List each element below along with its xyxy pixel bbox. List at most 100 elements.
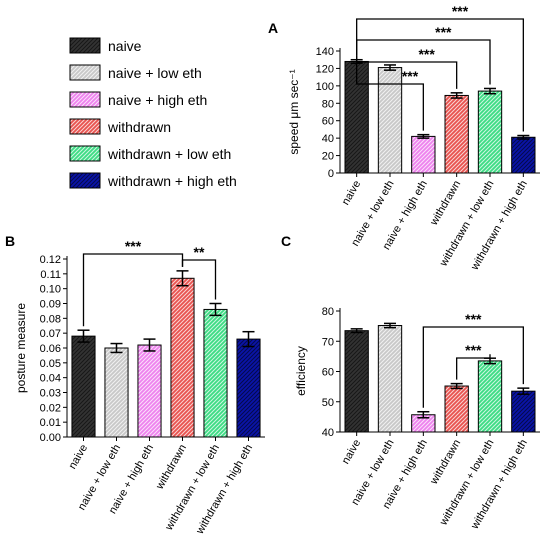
significance-bracket: *** bbox=[456, 342, 491, 380]
legend-label: withdrawn bbox=[107, 119, 171, 135]
y-tick-label: 40 bbox=[322, 133, 334, 145]
y-tick-label: 0.00 bbox=[40, 432, 61, 444]
y-tick-label: 80 bbox=[322, 98, 334, 110]
y-tick-label: 60 bbox=[322, 116, 334, 128]
y-tick-label: 50 bbox=[322, 397, 334, 409]
error-bar-naive-high-eth bbox=[417, 410, 430, 419]
legend-entry-naive: naive bbox=[69, 37, 142, 54]
significance-label: *** bbox=[418, 46, 435, 62]
error-bar-naive-low-eth bbox=[384, 64, 396, 71]
significance-label: *** bbox=[435, 24, 452, 40]
x-tick-label: withdrawn bbox=[153, 443, 189, 493]
bar-withdrawn-low-eth bbox=[203, 308, 228, 438]
significance-bracket: *** bbox=[356, 55, 424, 131]
bar-withdrawn bbox=[444, 94, 469, 174]
y-tick-label: 0.02 bbox=[40, 402, 61, 414]
y-tick-label: 100 bbox=[316, 81, 334, 93]
panel-label: A bbox=[268, 20, 278, 36]
x-tick-label: withdrawn bbox=[428, 438, 464, 488]
bar-withdrawn bbox=[170, 277, 195, 438]
error-bar-naive-high-eth bbox=[143, 338, 156, 352]
error-bar-withdrawn-low-eth bbox=[484, 87, 496, 95]
error-bar-withdrawn-high-eth bbox=[242, 330, 255, 348]
bar-withdrawn-high-eth bbox=[236, 338, 261, 438]
y-tick-label: 0.12 bbox=[40, 254, 61, 266]
x-tick-label: naive bbox=[67, 443, 91, 472]
legend-entry-withdrawn-low-eth: withdrawn + low eth bbox=[69, 145, 231, 162]
legend-entry-withdrawn: withdrawn bbox=[69, 118, 171, 135]
significance-label: *** bbox=[125, 238, 142, 254]
x-tick-label: naive bbox=[340, 179, 364, 208]
y-tick-label: 0.07 bbox=[40, 328, 61, 340]
error-bar-withdrawn-low-eth bbox=[209, 302, 222, 317]
legend-entry-naive-low-eth: naive + low eth bbox=[69, 64, 202, 81]
y-tick-label: 70 bbox=[322, 336, 334, 348]
error-bar-withdrawn-high-eth bbox=[517, 134, 530, 140]
y-tick-label: 0.04 bbox=[40, 373, 61, 385]
legend: naive naive + low eth naive + high eth with… bbox=[69, 37, 237, 189]
significance-bracket: *** bbox=[356, 3, 524, 132]
significance-label: *** bbox=[465, 311, 482, 327]
error-bar-withdrawn-high-eth bbox=[517, 387, 530, 395]
y-tick-label: 0.05 bbox=[40, 358, 61, 370]
legend-swatch bbox=[69, 145, 101, 162]
legend-label: withdrawn + low eth bbox=[107, 146, 231, 162]
legend-entry-naive-high-eth: naive + high eth bbox=[69, 91, 207, 108]
error-bar-withdrawn bbox=[176, 270, 189, 287]
x-tick-label: withdrawn bbox=[428, 179, 464, 229]
panel-label: B bbox=[5, 233, 15, 249]
y-tick-label: 80 bbox=[322, 306, 334, 318]
legend-label: naive + low eth bbox=[108, 65, 202, 81]
bar-withdrawn-high-eth bbox=[511, 136, 536, 174]
legend-label: naive + high eth bbox=[108, 92, 207, 108]
significance-bracket: *** bbox=[356, 46, 458, 89]
error-bar-withdrawn bbox=[450, 382, 463, 390]
legend-entry-withdrawn-high-eth: withdrawn + high eth bbox=[69, 172, 237, 189]
y-tick-label: 0 bbox=[328, 168, 334, 180]
significance-label: *** bbox=[402, 68, 419, 84]
error-bar-naive bbox=[350, 328, 363, 334]
y-tick-label: 0.08 bbox=[40, 313, 61, 325]
panel-b: B 0.00 0.01 0.02 0.03 0.04 0.05 0.06 0.07 0.08 0.0… bbox=[5, 233, 265, 537]
bar-naive-high-eth bbox=[137, 344, 162, 438]
error-bar-naive-low-eth bbox=[110, 342, 123, 354]
y-axis-label: speed μm sec⁻¹ bbox=[287, 69, 301, 154]
legend-swatch bbox=[69, 118, 101, 135]
y-tick-label: 0.11 bbox=[40, 269, 61, 281]
bar-withdrawn-low-eth bbox=[477, 90, 503, 174]
y-axis-label: posture measure bbox=[14, 303, 28, 393]
bar-naive bbox=[344, 330, 369, 433]
legend-label: naive bbox=[108, 38, 142, 54]
bar-naive-low-eth bbox=[377, 325, 403, 433]
error-bar-withdrawn bbox=[450, 92, 463, 99]
significance-label: ** bbox=[194, 244, 205, 260]
bar-withdrawn bbox=[444, 385, 469, 433]
y-tick-label: 0.09 bbox=[40, 299, 61, 311]
significance-bracket: ** bbox=[181, 244, 217, 300]
legend-swatch bbox=[69, 64, 101, 81]
y-tick-label: 20 bbox=[322, 151, 334, 163]
legend-swatch bbox=[69, 91, 101, 108]
bar-withdrawn-low-eth bbox=[477, 360, 503, 433]
bar-naive-low-eth bbox=[104, 347, 129, 438]
bar-naive-high-eth bbox=[411, 135, 436, 174]
y-axis-label: efficiency bbox=[294, 346, 308, 396]
y-tick-label: 0.06 bbox=[40, 343, 61, 355]
y-tick-label: 0.01 bbox=[40, 417, 61, 429]
significance-bracket: *** bbox=[82, 238, 184, 327]
x-tick-label: naive bbox=[340, 438, 364, 467]
significance-label: *** bbox=[465, 342, 482, 358]
legend-swatch bbox=[69, 172, 101, 189]
y-tick-label: 140 bbox=[316, 46, 334, 58]
error-bar-naive bbox=[77, 329, 90, 343]
y-tick-label: 120 bbox=[316, 63, 334, 75]
error-bar-naive-low-eth bbox=[384, 322, 396, 329]
legend-label: withdrawn + high eth bbox=[107, 173, 237, 189]
y-tick-label: 0.03 bbox=[40, 388, 61, 400]
y-tick-label: 40 bbox=[322, 427, 334, 439]
error-bar-naive-high-eth bbox=[417, 133, 430, 139]
